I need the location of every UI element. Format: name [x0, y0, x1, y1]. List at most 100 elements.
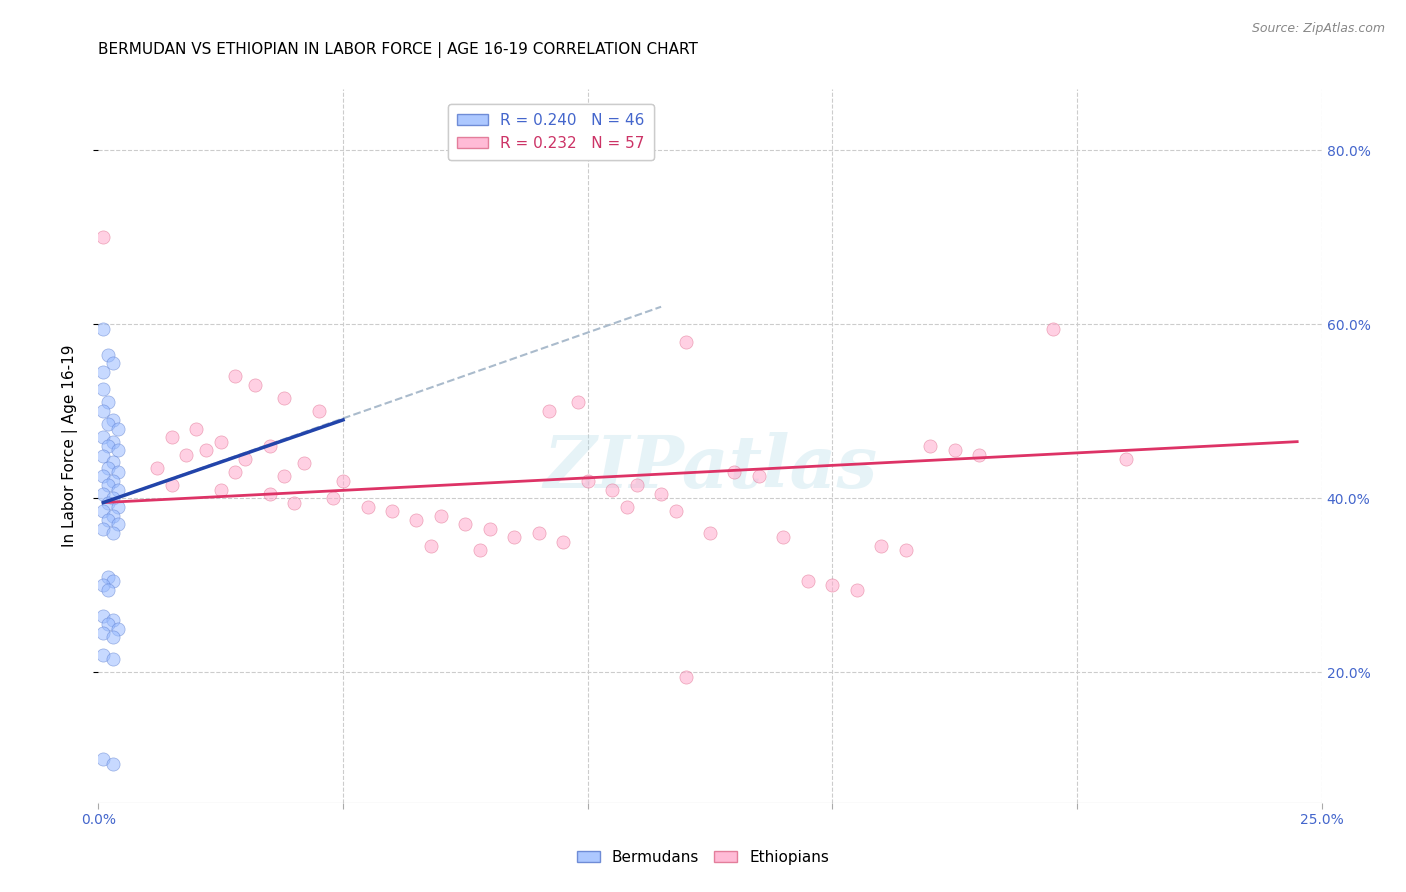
Point: [292, 457, 315, 471]
Point: [527, 526, 550, 541]
Point: [91, 752, 114, 766]
Point: [101, 631, 124, 645]
Point: [107, 622, 129, 636]
Point: [91, 430, 114, 444]
Point: [233, 452, 256, 467]
Point: [101, 613, 124, 627]
Point: [332, 474, 354, 488]
Point: [107, 517, 129, 532]
Point: [97, 417, 120, 432]
Point: [91, 648, 114, 662]
Point: [967, 448, 990, 462]
Point: [91, 230, 114, 244]
Point: [186, 421, 208, 435]
Point: [91, 365, 114, 379]
Point: [675, 670, 697, 684]
Point: [821, 578, 844, 592]
Point: [870, 539, 893, 553]
Point: [97, 617, 120, 632]
Point: [1042, 321, 1064, 335]
Point: [273, 469, 295, 483]
Point: [723, 465, 745, 479]
Point: [91, 504, 114, 518]
Y-axis label: In Labor Force | Age 16-19: In Labor Force | Age 16-19: [62, 344, 77, 548]
Point: [97, 478, 120, 492]
Text: ZIPatlas: ZIPatlas: [543, 432, 877, 503]
Point: [107, 443, 129, 458]
Point: [600, 483, 623, 497]
Point: [101, 756, 124, 771]
Point: [454, 517, 477, 532]
Point: [537, 404, 560, 418]
Point: [224, 465, 246, 479]
Point: [101, 455, 124, 469]
Point: [97, 513, 120, 527]
Point: [91, 608, 114, 623]
Legend: Bermudans, Ethiopians: Bermudans, Ethiopians: [571, 844, 835, 871]
Point: [91, 321, 114, 335]
Point: [101, 356, 124, 370]
Point: [468, 543, 491, 558]
Point: [259, 487, 281, 501]
Point: [576, 474, 599, 488]
Legend: R = 0.240   N = 46, R = 0.232   N = 57: R = 0.240 N = 46, R = 0.232 N = 57: [449, 104, 654, 160]
Point: [243, 378, 266, 392]
Point: [894, 543, 917, 558]
Text: BERMUDAN VS ETHIOPIAN IN LABOR FORCE | AGE 16-19 CORRELATION CHART: BERMUDAN VS ETHIOPIAN IN LABOR FORCE | A…: [98, 42, 699, 58]
Point: [195, 443, 218, 458]
Point: [209, 434, 232, 449]
Point: [107, 500, 129, 514]
Point: [1115, 452, 1137, 467]
Point: [91, 383, 114, 397]
Point: [478, 522, 501, 536]
Point: [381, 504, 404, 518]
Point: [101, 508, 124, 523]
Point: [845, 582, 868, 597]
Point: [797, 574, 820, 588]
Point: [553, 534, 575, 549]
Point: [97, 495, 120, 509]
Point: [503, 530, 526, 544]
Point: [209, 483, 232, 497]
Point: [101, 491, 124, 506]
Point: [616, 500, 638, 514]
Text: Source: ZipAtlas.com: Source: ZipAtlas.com: [1251, 22, 1385, 36]
Point: [91, 469, 114, 483]
Point: [224, 369, 246, 384]
Point: [273, 391, 295, 405]
Point: [107, 483, 129, 497]
Point: [107, 421, 129, 435]
Point: [772, 530, 794, 544]
Point: [160, 430, 183, 444]
Point: [101, 652, 124, 666]
Point: [699, 526, 721, 541]
Point: [101, 526, 124, 541]
Point: [943, 443, 966, 458]
Point: [107, 465, 129, 479]
Point: [322, 491, 344, 506]
Point: [97, 582, 120, 597]
Point: [91, 404, 114, 418]
Point: [920, 439, 942, 453]
Point: [91, 450, 114, 464]
Point: [259, 439, 281, 453]
Point: [675, 334, 697, 349]
Point: [665, 504, 688, 518]
Point: [748, 469, 770, 483]
Point: [101, 413, 124, 427]
Point: [356, 500, 378, 514]
Point: [405, 513, 427, 527]
Point: [91, 487, 114, 501]
Point: [308, 404, 330, 418]
Point: [91, 522, 114, 536]
Point: [283, 495, 305, 509]
Point: [567, 395, 589, 409]
Point: [101, 434, 124, 449]
Point: [97, 460, 120, 475]
Point: [91, 578, 114, 592]
Point: [97, 395, 120, 409]
Point: [430, 508, 453, 523]
Point: [176, 448, 198, 462]
Point: [97, 348, 120, 362]
Point: [146, 460, 169, 475]
